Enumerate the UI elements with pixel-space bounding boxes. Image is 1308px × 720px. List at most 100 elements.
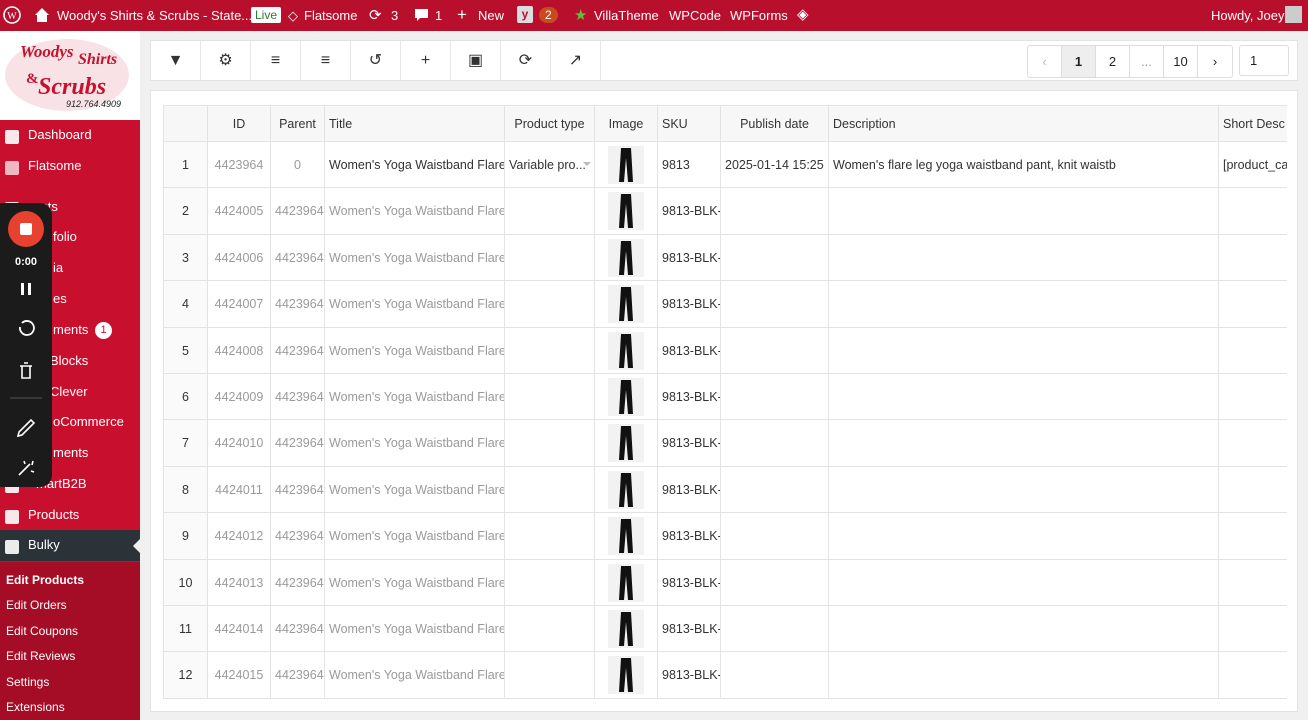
table-cell[interactable] (1219, 560, 1287, 606)
table-cell[interactable]: 0 (271, 142, 325, 189)
wpforms-link[interactable]: WPForms (730, 8, 788, 23)
table-cell[interactable]: Women's flare leg yoga waistband pant, k… (829, 142, 1219, 189)
table-cell[interactable] (829, 374, 1219, 421)
table-cell[interactable]: 9813-BLK- (658, 374, 721, 421)
table-cell[interactable] (505, 466, 595, 514)
table-cell[interactable] (721, 234, 829, 282)
menu-item[interactable]: Dashboard (28, 127, 92, 142)
table-cell[interactable] (505, 188, 595, 235)
page-link[interactable]: 1 (1062, 46, 1096, 77)
table-cell[interactable]: Women's Yoga Waistband Flare (325, 281, 505, 328)
table-cell[interactable] (1219, 513, 1287, 560)
table-cell[interactable]: 9813-BLK- (658, 606, 721, 653)
table-cell[interactable]: 11 (163, 606, 208, 653)
table-cell[interactable] (505, 513, 595, 560)
table-cell[interactable]: 4424011 (208, 466, 271, 514)
table-cell[interactable]: 9813-BLK- (658, 234, 721, 282)
table-cell[interactable] (721, 374, 829, 421)
table-cell[interactable]: 4424008 (208, 327, 271, 374)
table-cell[interactable]: 9813-BLK- (658, 466, 721, 514)
table-cell[interactable] (829, 652, 1219, 699)
table-cell[interactable] (505, 606, 595, 653)
wp-logo[interactable]: W (3, 6, 21, 24)
comments-count[interactable]: 1 (435, 8, 443, 23)
table-cell[interactable]: 4424006 (208, 234, 271, 282)
table-cell[interactable]: 3 (163, 234, 208, 282)
table-cell[interactable]: 4424010 (208, 420, 271, 467)
prev-page[interactable]: ‹ (1028, 46, 1062, 77)
logo[interactable]: Woodys Shirts & Scrubs 912.764.4909 (0, 31, 140, 120)
new-link[interactable]: New (478, 8, 505, 23)
table-cell[interactable] (505, 234, 595, 282)
image-cell[interactable] (595, 234, 658, 282)
site-name[interactable]: Woody's Shirts & Scrubs - State... (57, 8, 253, 23)
villatheme-link[interactable]: VillaTheme (594, 8, 659, 23)
table-cell[interactable]: 8 (163, 466, 208, 514)
header-cell[interactable]: Short Desc (1219, 105, 1287, 142)
header-cell[interactable]: Parent (271, 105, 325, 142)
table-cell[interactable] (1219, 420, 1287, 467)
table-cell[interactable]: [product_ca (1219, 142, 1287, 189)
menu-item[interactable]: Blocks (50, 353, 89, 368)
table-cell[interactable] (829, 466, 1219, 514)
table-cell[interactable]: 9813-BLK- (658, 652, 721, 699)
table-cell[interactable]: 4423964 (271, 327, 325, 374)
restart-button[interactable] (19, 320, 35, 336)
header-cell[interactable]: Description (829, 105, 1219, 142)
table-cell[interactable]: Women's Yoga Waistband Flare (325, 188, 505, 235)
menu-item[interactable]: oCommerce (53, 414, 124, 429)
image-cell[interactable] (595, 513, 658, 560)
table-cell[interactable]: 4423964 (271, 466, 325, 514)
table-cell[interactable]: 1 (163, 142, 208, 189)
table-cell[interactable]: 2 (163, 188, 208, 235)
table-cell[interactable] (721, 559, 829, 606)
pause-button[interactable] (21, 283, 24, 295)
page-link[interactable]: 10 (1164, 46, 1198, 77)
image-cell[interactable] (595, 420, 658, 467)
table-cell[interactable]: 7 (163, 420, 208, 467)
table-cell[interactable]: 9813-BLK- (658, 281, 721, 328)
menu-item[interactable]: ia (53, 260, 64, 275)
table-cell[interactable]: 4423964 (208, 142, 271, 189)
table-cell[interactable] (721, 466, 829, 514)
image-cell[interactable] (595, 142, 658, 189)
table-cell[interactable]: 9813-BLK- (658, 559, 721, 606)
updates-count[interactable]: 3 (391, 8, 399, 23)
table-cell[interactable]: Women's Yoga Waistband Flare (325, 374, 505, 421)
menu-item[interactable]: ments (53, 445, 89, 460)
header-cell[interactable]: ID (208, 105, 271, 142)
page-link[interactable]: 2 (1096, 46, 1130, 77)
table-cell[interactable]: 4423964 (271, 374, 325, 421)
menu-item[interactable]: folio (53, 229, 77, 244)
table-cell[interactable]: 4424015 (208, 652, 271, 699)
wpcode-link[interactable]: WPCode (669, 8, 722, 23)
image-cell[interactable] (595, 327, 658, 374)
menu-item[interactable]: Clever (50, 384, 88, 399)
table-cell[interactable] (505, 327, 595, 374)
table-cell[interactable]: Women's Yoga Waistband Flare (325, 142, 505, 189)
table-cell[interactable]: 9813-BLK- (658, 420, 721, 467)
toolbar-button[interactable]: ▣ (451, 41, 501, 80)
table-cell[interactable] (721, 327, 829, 374)
table-cell[interactable] (1219, 652, 1287, 699)
image-cell[interactable] (595, 559, 658, 606)
greeting[interactable]: Howdy, Joey (1211, 8, 1285, 23)
table-cell[interactable]: 4423964 (271, 559, 325, 606)
menu-item[interactable]: es (53, 291, 67, 306)
table-cell[interactable]: 4423964 (271, 513, 325, 560)
avatar[interactable] (1285, 6, 1302, 23)
table-cell[interactable] (505, 420, 595, 467)
table-cell[interactable]: 4424007 (208, 281, 271, 328)
table-cell[interactable]: 6 (163, 374, 208, 421)
table-cell[interactable] (1219, 374, 1287, 421)
image-cell[interactable] (595, 652, 658, 699)
table-cell[interactable] (829, 420, 1219, 467)
submenu-item[interactable]: Edit Reviews (6, 649, 76, 664)
submenu-item[interactable]: Edit Coupons (6, 623, 79, 638)
table-cell[interactable] (721, 513, 829, 560)
image-cell[interactable] (595, 188, 658, 235)
image-cell[interactable] (595, 281, 658, 328)
table-cell[interactable] (721, 188, 829, 235)
table-cell[interactable]: Women's Yoga Waistband Flare (325, 559, 505, 606)
image-cell[interactable] (595, 374, 658, 421)
